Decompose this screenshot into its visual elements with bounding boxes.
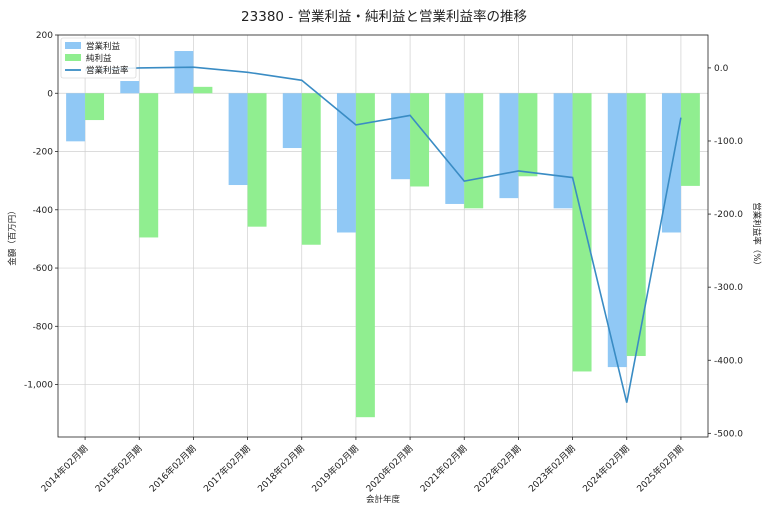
bar-operating-profit [228, 93, 248, 186]
bar-operating-profit [391, 93, 411, 180]
bar-net-profit [572, 93, 592, 372]
x-axis-ticks: 2014年02月期 2015年02月期 2016年02月期 2017年02月期 2018… [38, 437, 686, 495]
x-tick-label: 2023年02月期 [526, 443, 578, 495]
y-tick-label: 200 [36, 31, 53, 41]
y2-tick-label: -300.0 [714, 283, 743, 293]
y2-axis-label: 営業利益率（%） [751, 202, 762, 270]
x-tick-label: 2020年02月期 [363, 443, 415, 495]
legend-label-margin: 営業利益率 [86, 65, 129, 76]
margin-line [85, 66, 682, 403]
bars [66, 51, 700, 418]
bar-net-profit [518, 93, 538, 177]
line-operating-margin [85, 66, 682, 403]
y-tick-label: 0 [47, 89, 53, 99]
bar-operating-profit [174, 51, 194, 94]
bar-operating-profit [553, 93, 573, 209]
bar-net-profit [410, 93, 430, 187]
x-tick-label: 2025年02月期 [634, 443, 686, 495]
y2-axis-ticks: 0.0 -100.0 -200.0 -300.0 -400.0 -500.0 [708, 64, 743, 439]
y-axis-label: 金額（百万円） [7, 206, 18, 266]
x-tick-label: 2024年02月期 [580, 443, 632, 495]
y-tick-label: -1,000 [24, 381, 53, 391]
bar-operating-profit [120, 81, 140, 94]
y-tick-label: -400 [33, 206, 54, 216]
plot-frame [57, 34, 709, 438]
x-tick-label: 2017年02月期 [201, 443, 253, 495]
bar-operating-profit [499, 93, 519, 199]
bar-net-profit [355, 93, 375, 418]
legend-swatch-net-profit [65, 54, 81, 61]
bar-operating-profit [66, 93, 86, 142]
bar-net-profit [85, 93, 105, 121]
x-tick-label: 2021年02月期 [417, 443, 469, 495]
bar-net-profit [680, 93, 700, 186]
legend-label-net-profit: 純利益 [86, 53, 112, 64]
y-axis-ticks: 200 0 -200 -400 -600 -800 -1,000 [24, 31, 58, 391]
bar-net-profit [626, 93, 646, 357]
x-tick-label: 2016年02月期 [147, 443, 199, 495]
y-tick-label: -600 [33, 264, 54, 274]
bar-net-profit [139, 93, 159, 238]
y2-tick-label: 0.0 [714, 64, 729, 74]
y2-tick-label: -100.0 [714, 137, 743, 147]
x-axis-label: 会計年度 [366, 494, 401, 505]
y2-tick-label: -500.0 [714, 429, 743, 439]
legend-label-operating-profit: 営業利益 [86, 41, 121, 52]
x-tick-label: 2022年02月期 [472, 443, 524, 495]
x-tick-label: 2019年02月期 [309, 443, 361, 495]
bar-net-profit [464, 93, 484, 209]
bar-net-profit [193, 86, 213, 94]
bar-operating-profit [661, 93, 681, 233]
y-tick-label: -200 [33, 148, 54, 158]
y-tick-label: -800 [33, 322, 54, 332]
x-tick-label: 2018年02月期 [255, 443, 307, 495]
x-tick-label: 2015年02月期 [92, 443, 144, 495]
bar-operating-profit [607, 93, 627, 368]
bar-operating-profit [445, 93, 465, 204]
legend: 営業利益 純利益 営業利益率 [60, 37, 137, 79]
bar-net-profit [301, 93, 321, 245]
bar-operating-profit [336, 93, 356, 233]
bar-net-profit [247, 93, 267, 227]
legend-swatch-operating-profit [65, 42, 81, 49]
bar-operating-profit [282, 93, 302, 149]
chart-title: 23380 - 営業利益・純利益と営業利益率の推移 [241, 8, 527, 25]
y2-tick-label: -200.0 [714, 210, 743, 220]
y2-tick-label: -400.0 [714, 356, 743, 366]
x-tick-label: 2014年02月期 [38, 443, 90, 495]
